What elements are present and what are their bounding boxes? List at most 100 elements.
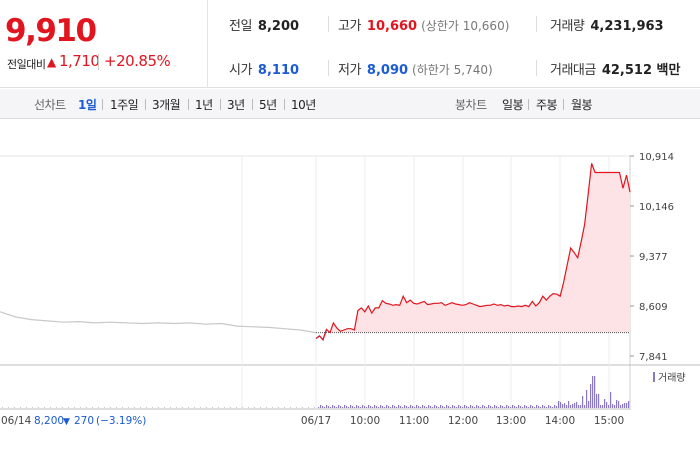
volume-bar — [450, 407, 452, 408]
volume-bar — [332, 405, 334, 408]
volume-bar — [428, 405, 430, 408]
down-triangle-icon: ▼ — [63, 417, 70, 427]
volume-bar — [588, 401, 590, 408]
volume-bar — [360, 407, 362, 408]
stat-value: 10,660 — [366, 19, 418, 34]
volume-bar — [626, 403, 628, 408]
stat-label: 전일 — [229, 19, 252, 34]
volume-bar — [436, 406, 438, 408]
divider — [284, 99, 285, 110]
volume-bar — [444, 407, 446, 408]
volume-bar — [488, 405, 490, 408]
period-3month[interactable]: 3개월 — [152, 98, 181, 112]
volume-bar — [518, 405, 520, 408]
volume-bar — [418, 406, 420, 408]
volume-bar — [392, 405, 394, 408]
volume-bar — [284, 407, 285, 408]
period-1day[interactable]: 1일 — [78, 98, 97, 112]
volume-bar — [490, 406, 492, 408]
volume-bar — [390, 407, 392, 408]
volume-bar — [200, 407, 201, 408]
stat-label: 저가 — [338, 63, 361, 78]
volume-bar — [592, 376, 594, 408]
volume-bar — [398, 405, 400, 408]
volume-bar — [356, 405, 358, 408]
candle-daily[interactable]: 일봉 — [502, 98, 524, 112]
volume-bar — [618, 401, 620, 408]
volume-bar — [552, 407, 554, 408]
volume-bar — [68, 407, 69, 408]
diff-value: 1,710 — [59, 52, 100, 70]
candle-weekly[interactable]: 주봉 — [536, 98, 558, 112]
volume-bar — [460, 406, 462, 408]
volume-bar — [384, 407, 386, 408]
volume-bar — [426, 407, 428, 408]
volume-bar — [248, 407, 249, 408]
volume-bar — [374, 405, 376, 408]
volume-bar — [20, 407, 21, 408]
period-1year[interactable]: 1년 — [195, 98, 213, 112]
volume-bar — [566, 405, 568, 408]
volume-bar — [14, 407, 15, 408]
volume-bar — [32, 407, 33, 408]
volume-bar — [340, 406, 342, 408]
volume-bar — [164, 407, 165, 408]
volume-bar — [328, 406, 330, 408]
volume-bar — [352, 406, 354, 408]
volume-bar — [408, 407, 410, 408]
volume-bar — [368, 405, 370, 408]
volume-bar — [396, 407, 398, 408]
volume-bar — [134, 407, 135, 408]
stat-volume: 거래량 4,231,963 — [550, 15, 664, 34]
candle-monthly[interactable]: 월봉 — [571, 98, 593, 112]
volume-bar — [504, 407, 506, 408]
volume-bar — [576, 402, 578, 408]
volume-bar — [314, 407, 315, 408]
divider — [102, 99, 103, 110]
volume-bar — [470, 405, 472, 408]
period-1week[interactable]: 1주일 — [110, 98, 139, 112]
y-tick-label: 8,609 — [639, 302, 668, 313]
divider — [528, 99, 529, 110]
volume-bar — [536, 405, 538, 408]
volume-bar — [382, 406, 384, 408]
stat-open: 시가 8,110 — [229, 59, 299, 78]
volume-bar — [532, 406, 534, 408]
volume-bar — [230, 407, 231, 408]
period-3year[interactable]: 3년 — [227, 98, 245, 112]
volume-bar — [206, 407, 207, 408]
volume-bar — [358, 406, 360, 408]
period-5year[interactable]: 5년 — [259, 98, 277, 112]
volume-bar — [412, 406, 414, 408]
volume-bar — [524, 405, 526, 408]
volume-bar — [526, 406, 528, 408]
period-10year[interactable]: 10년 — [291, 98, 316, 112]
volume-bar — [484, 406, 486, 408]
prev-day-footer: 06/14 8,200 ▼ 270 (−3.19%) — [1, 415, 146, 427]
footer-rate: (−3.19%) — [96, 415, 146, 427]
volume-bar — [458, 405, 460, 408]
stat-sub: (하한가 5,740) — [412, 63, 493, 77]
volume-bar — [564, 403, 566, 408]
x-tick-label: 12:00 — [448, 415, 478, 427]
volume-bar — [530, 405, 532, 408]
volume-bar — [614, 405, 616, 408]
volume-bar — [548, 405, 550, 408]
volume-bar — [454, 406, 456, 408]
volume-bar — [320, 405, 322, 408]
volume-bar — [624, 403, 626, 408]
volume-bar — [452, 405, 454, 408]
volume-bar — [378, 407, 380, 408]
volume-bar — [26, 407, 27, 408]
volume-bar — [556, 406, 558, 408]
volume-bar — [420, 407, 422, 408]
volume-bar — [474, 407, 476, 408]
volume-bar — [146, 407, 147, 408]
stat-label: 거래량 — [550, 19, 585, 34]
volume-bar — [486, 407, 488, 408]
volume-bar — [370, 406, 372, 408]
volume-bar — [572, 404, 574, 408]
volume-bar — [56, 407, 57, 408]
volume-bar — [80, 407, 81, 408]
y-axis-ticks: 10,914 10,146 9,377 8,609 7,841 — [630, 152, 674, 363]
